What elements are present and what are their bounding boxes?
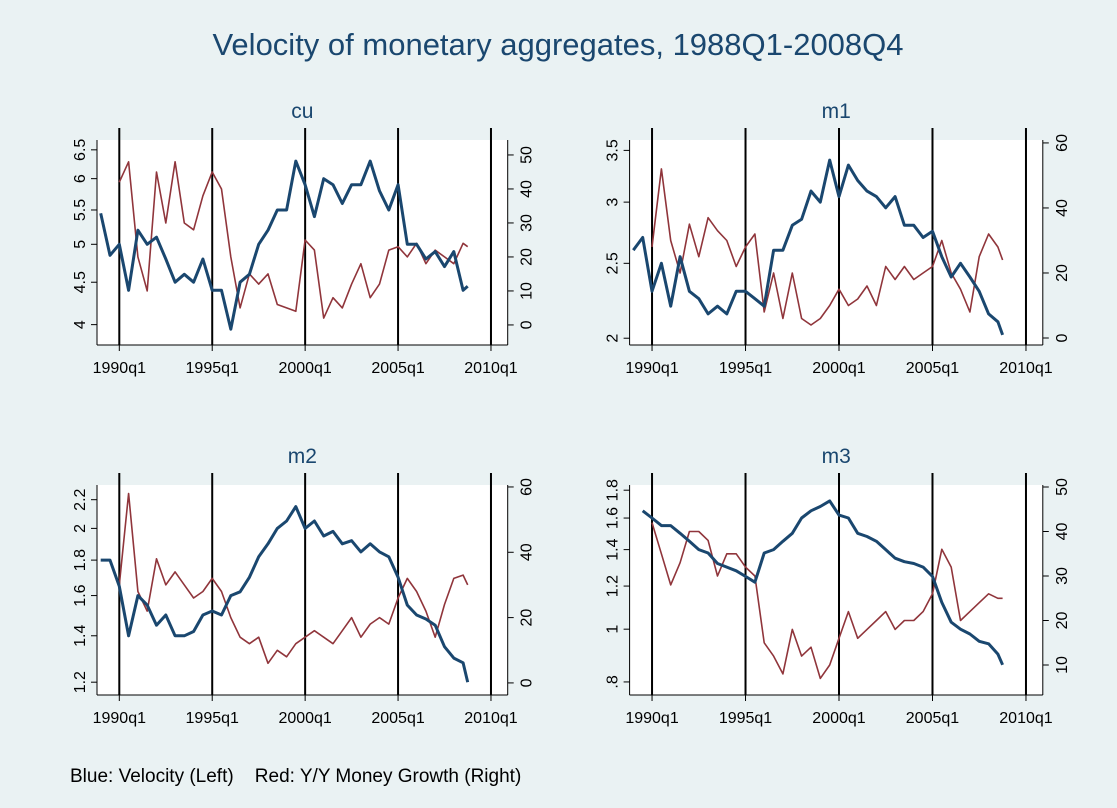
y-tick-label: 1 <box>605 625 622 634</box>
y2-tick-label: 60 <box>1054 134 1071 152</box>
y-tick-label: 1.4 <box>605 538 622 560</box>
y2-tick-label: 50 <box>1054 478 1071 496</box>
velocity-line <box>632 158 1005 336</box>
y2-tick-label: 50 <box>519 146 536 164</box>
y-tick-label: 6 <box>72 174 89 183</box>
y2-tick-label: 20 <box>1054 612 1071 630</box>
x-tick-label: 1990q1 <box>625 360 678 377</box>
note: Blue: Velocity (Left) Red: Y/Y Money Gro… <box>70 766 521 787</box>
y-tick-label: 2.5 <box>605 252 622 274</box>
y-tick-label: 1.6 <box>72 584 89 606</box>
x-tick-label: 2010q1 <box>464 360 517 377</box>
x-tick-label: 1990q1 <box>93 710 146 727</box>
y-tick-label: 3 <box>605 198 622 207</box>
y-tick-label: 1.4 <box>72 625 89 647</box>
x-tick-label: 1990q1 <box>93 360 146 377</box>
y2-tick-label: 20 <box>519 609 536 627</box>
y-tick-label: .8 <box>605 675 622 688</box>
x-tick-label: 1995q1 <box>186 360 239 377</box>
x-tick-label: 2010q1 <box>464 710 517 727</box>
x-tick-label: 1990q1 <box>625 710 678 727</box>
y2-tick-label: 10 <box>519 282 536 300</box>
y-tick-label: 5.5 <box>72 199 89 221</box>
y-tick-label: 2 <box>605 334 622 343</box>
velocity-line <box>100 505 470 683</box>
x-tick-label: 2010q1 <box>999 360 1052 377</box>
y2-tick-label: 30 <box>519 214 536 232</box>
y-tick-label: 4.5 <box>72 271 89 293</box>
plot-area <box>97 485 508 695</box>
panel-title: m2 <box>288 445 317 468</box>
y2-tick-label: 30 <box>1054 567 1071 585</box>
y-tick-label: 1.2 <box>605 575 622 597</box>
y2-tick-label: 40 <box>1054 199 1071 217</box>
x-tick-label: 1995q1 <box>186 710 239 727</box>
plot-area <box>629 140 1043 345</box>
y2-tick-label: 10 <box>1054 656 1071 674</box>
velocity-line <box>99 159 469 331</box>
y-tick-label: 3.5 <box>605 139 622 161</box>
y2-tick-label: 20 <box>1054 264 1071 282</box>
y2-tick-label: 0 <box>1054 333 1071 342</box>
y2-tick-label: 40 <box>519 543 536 561</box>
velocity-line <box>641 499 1004 666</box>
y2-tick-label: 0 <box>519 320 536 329</box>
panel-title: cu <box>291 100 313 123</box>
y2-tick-label: 0 <box>519 678 536 687</box>
y2-tick-label: 60 <box>519 478 536 496</box>
x-tick-label: 2000q1 <box>812 710 865 727</box>
x-tick-label: 1995q1 <box>719 360 772 377</box>
panel-title: m3 <box>822 445 851 468</box>
y-tick-label: 1.2 <box>72 671 89 693</box>
y-tick-label: 1.6 <box>605 507 622 529</box>
y-tick-label: 5 <box>72 240 89 249</box>
x-tick-label: 1995q1 <box>719 710 772 727</box>
x-tick-label: 2005q1 <box>906 360 959 377</box>
y-tick-label: 2.2 <box>72 488 89 510</box>
plot-area <box>629 485 1043 695</box>
x-tick-label: 2005q1 <box>906 710 959 727</box>
y2-tick-label: 20 <box>519 248 536 266</box>
x-tick-label: 2005q1 <box>371 710 424 727</box>
y-tick-label: 2 <box>72 524 89 533</box>
growth-line <box>651 168 1004 326</box>
x-tick-label: 2000q1 <box>812 360 865 377</box>
x-tick-label: 2000q1 <box>278 710 331 727</box>
y-tick-label: 1.8 <box>605 479 622 501</box>
x-tick-label: 2005q1 <box>371 360 424 377</box>
y2-tick-label: 40 <box>1054 523 1071 541</box>
y-tick-label: 6.5 <box>72 139 89 161</box>
panel-title: m1 <box>822 100 851 123</box>
x-tick-label: 2010q1 <box>999 710 1052 727</box>
growth-line <box>118 161 469 319</box>
x-tick-label: 2000q1 <box>278 360 331 377</box>
chart-title: Velocity of monetary aggregates, 1988Q1-… <box>212 27 903 62</box>
growth-line <box>651 522 1003 680</box>
y-tick-label: 1.8 <box>72 549 89 571</box>
y-tick-label: 4 <box>72 320 89 329</box>
y2-tick-label: 40 <box>519 180 536 198</box>
growth-line <box>118 492 469 665</box>
